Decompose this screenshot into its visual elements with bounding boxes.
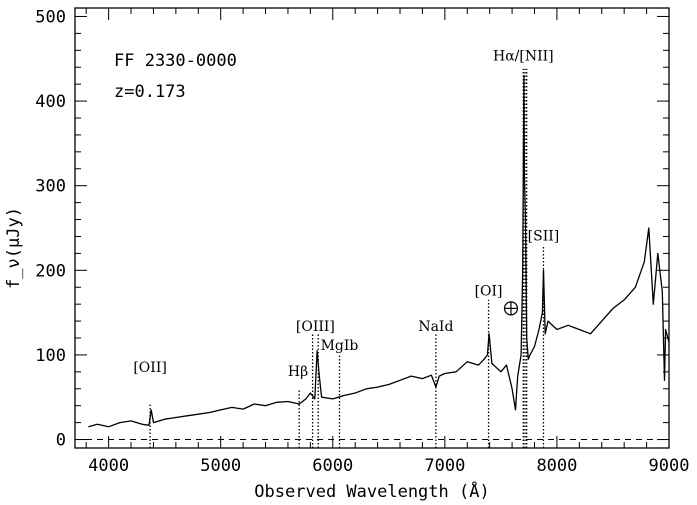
y-tick-label: 100	[35, 346, 66, 366]
object-name-annotation: FF 2330-0000	[114, 51, 237, 71]
x-tick-label: 9000	[649, 456, 690, 476]
y-tick-label: 0	[56, 431, 66, 451]
telluric-marker	[503, 301, 519, 316]
line-markers	[149, 68, 545, 448]
line-label: Hβ	[288, 364, 308, 380]
y-tick-label: 300	[35, 177, 66, 197]
y-tick-label: 400	[35, 92, 66, 112]
x-tick-label: 8000	[536, 456, 577, 476]
line-label: [OII]	[133, 360, 166, 376]
x-tick-label: 4000	[88, 456, 129, 476]
x-tick-label: 6000	[312, 456, 353, 476]
line-label: NaId	[418, 319, 453, 335]
axis-ticks: 4000 5000 6000 7000 8000 9000 0 100 200 300 400 500	[35, 7, 689, 476]
line-label: [OIII]	[296, 319, 335, 335]
x-tick-label: 5000	[200, 456, 241, 476]
x-tick-label: 7000	[424, 456, 465, 476]
spectrum-series-line	[88, 75, 670, 428]
line-label: MgIb	[321, 338, 359, 354]
line-label: [OI]	[475, 284, 503, 300]
line-label: [SII]	[528, 229, 560, 245]
y-tick-label: 200	[35, 261, 66, 281]
line-label: Hα/[NII]	[493, 48, 554, 64]
x-axis-label: Observed Wavelength (Å)	[254, 480, 489, 502]
plot-frame	[74, 7, 670, 449]
line-labels: [OII] Hβ [OIII] MgIb NaId [OI] Hα/[NII] [SII]	[133, 48, 559, 380]
y-tick-label: 500	[35, 7, 66, 27]
y-axis-label: f_ν(μJy)	[4, 207, 24, 289]
redshift-annotation: z=0.173	[114, 82, 186, 102]
